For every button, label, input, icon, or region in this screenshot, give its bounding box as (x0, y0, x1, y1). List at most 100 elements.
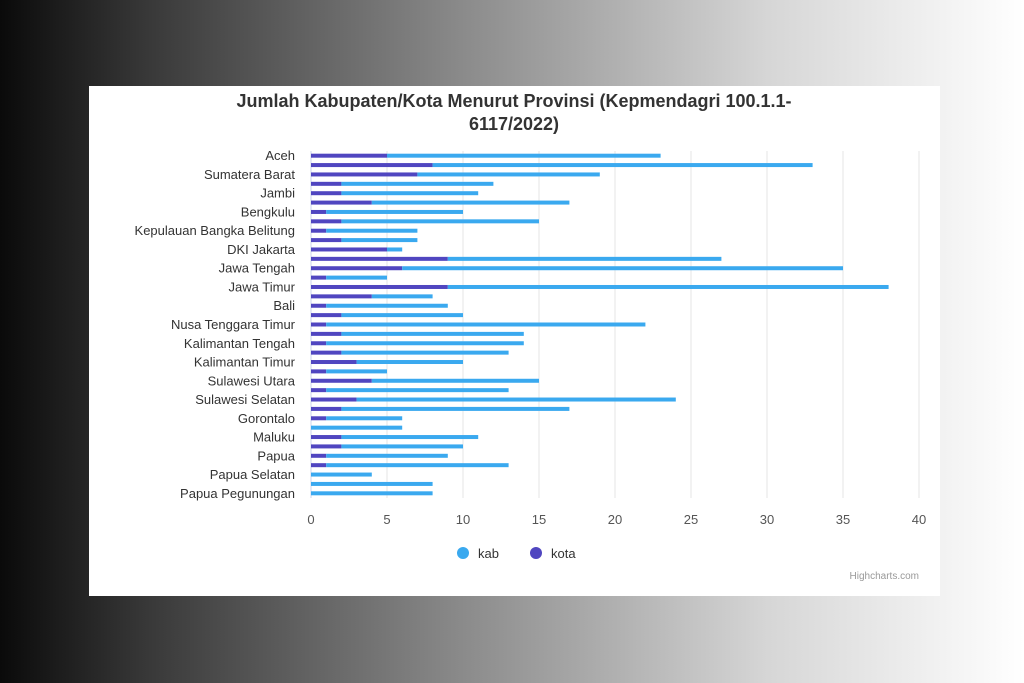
category-label: Jawa Tengah (219, 261, 295, 276)
bar-kota-33[interactable] (311, 463, 327, 468)
bar-kab-28[interactable] (326, 416, 403, 421)
bar-kota-9[interactable] (311, 238, 342, 243)
bar-kota-31[interactable] (311, 444, 342, 449)
bar-kab-12[interactable] (402, 266, 843, 271)
bar-kota-24[interactable] (311, 378, 372, 383)
category-label: DKI Jakarta (227, 242, 296, 257)
category-label: Sulawesi Selatan (195, 392, 295, 407)
x-tick-label-0: 0 (307, 512, 314, 527)
bar-kota-15[interactable] (311, 294, 372, 299)
bar-kab-15[interactable] (371, 294, 433, 299)
category-label: Jawa Timur (229, 279, 296, 294)
bar-kota-10[interactable] (311, 247, 387, 252)
bar-kota-26[interactable] (311, 397, 357, 402)
bar-kab-33[interactable] (326, 463, 509, 468)
category-label: Jambi (260, 186, 295, 201)
category-label: Gorontalo (238, 411, 295, 426)
credits-link[interactable]: Highcharts.com (850, 571, 919, 582)
bar-kota-30[interactable] (311, 435, 342, 440)
bar-kab-3[interactable] (341, 181, 494, 186)
bar-kab-19[interactable] (341, 331, 524, 336)
category-label: Maluku (253, 430, 295, 445)
legend-item-kab[interactable]: kab (457, 546, 499, 561)
chart-svg: Jumlah Kabupaten/Kota Menurut Provinsi (… (135, 91, 927, 582)
bar-kota-21[interactable] (311, 350, 342, 355)
bar-kab-5[interactable] (371, 200, 570, 205)
bar-kab-17[interactable] (341, 313, 463, 318)
bar-kab-29[interactable] (311, 425, 403, 430)
bar-kab-13[interactable] (326, 275, 387, 280)
bar-kab-21[interactable] (341, 350, 509, 355)
chart-title-line-1: Jumlah Kabupaten/Kota Menurut Provinsi (… (236, 91, 791, 111)
legend-kab-label: kab (478, 546, 499, 561)
bar-kab-24[interactable] (371, 378, 539, 383)
bar-kab-8[interactable] (326, 228, 418, 233)
bar-kota-22[interactable] (311, 360, 357, 365)
bar-kota-3[interactable] (311, 181, 342, 186)
bar-kab-2[interactable] (417, 172, 600, 177)
bar-kab-1[interactable] (432, 163, 813, 168)
category-label: Papua Selatan (210, 467, 295, 482)
bar-kota-18[interactable] (311, 322, 327, 327)
x-tick-label-35: 35 (836, 512, 850, 527)
bar-kota-19[interactable] (311, 331, 342, 336)
bar-kota-11[interactable] (311, 256, 448, 261)
legend[interactable]: kab kota (457, 546, 576, 561)
bar-kota-20[interactable] (311, 341, 327, 346)
bar-kota-14[interactable] (311, 284, 448, 289)
bar-kab-35[interactable] (311, 481, 433, 486)
bar-kab-26[interactable] (356, 397, 676, 402)
bar-kab-9[interactable] (341, 238, 418, 243)
bar-kab-18[interactable] (326, 322, 646, 327)
bar-kota-7[interactable] (311, 219, 342, 224)
bar-kab-25[interactable] (326, 388, 509, 393)
bar-kota-32[interactable] (311, 453, 327, 458)
bar-kab-23[interactable] (326, 369, 387, 374)
bar-kota-1[interactable] (311, 163, 433, 168)
bar-kab-7[interactable] (341, 219, 539, 224)
x-axis-tick-labels: 0 5 10 15 20 25 30 35 40 (307, 512, 926, 527)
bar-kota-0[interactable] (311, 153, 387, 158)
bar-kab-27[interactable] (341, 406, 570, 411)
bar-kab-34[interactable] (311, 472, 372, 477)
bar-kab-30[interactable] (341, 435, 479, 440)
bar-kota-17[interactable] (311, 313, 342, 318)
bar-kab-10[interactable] (387, 247, 403, 252)
bar-kota-5[interactable] (311, 200, 372, 205)
bar-kota-27[interactable] (311, 406, 342, 411)
x-tick-label-30: 30 (760, 512, 774, 527)
bar-kota-12[interactable] (311, 266, 403, 271)
bar-kota-25[interactable] (311, 388, 327, 393)
bar-kota-23[interactable] (311, 369, 327, 374)
category-label: Bali (273, 298, 295, 313)
x-tick-label-20: 20 (608, 512, 622, 527)
bar-kab-16[interactable] (326, 303, 448, 308)
bar-kab-31[interactable] (341, 444, 463, 449)
bar-kota-16[interactable] (311, 303, 327, 308)
x-tick-label-5: 5 (383, 512, 390, 527)
x-tick-label-15: 15 (532, 512, 546, 527)
legend-kota-marker (530, 547, 542, 559)
bar-kota-8[interactable] (311, 228, 327, 233)
bar-kab-6[interactable] (326, 209, 463, 214)
bar-kab-36[interactable] (311, 491, 433, 496)
bar-kota-28[interactable] (311, 416, 327, 421)
bar-kab-22[interactable] (356, 360, 463, 365)
x-tick-label-40: 40 (912, 512, 926, 527)
category-label: Papua Pegunungan (180, 486, 295, 501)
bar-kab-0[interactable] (387, 153, 661, 158)
category-label: Bengkulu (241, 204, 295, 219)
legend-kota-label: kota (551, 546, 576, 561)
bar-kab-11[interactable] (447, 256, 722, 261)
bar-kota-13[interactable] (311, 275, 327, 280)
bar-kab-32[interactable] (326, 453, 448, 458)
category-label: Kalimantan Tengah (184, 336, 295, 351)
legend-item-kota[interactable]: kota (530, 546, 576, 561)
bar-kab-20[interactable] (326, 341, 524, 346)
bar-kab-4[interactable] (341, 191, 479, 196)
bar-kota-4[interactable] (311, 191, 342, 196)
bar-kab-14[interactable] (447, 284, 889, 289)
category-label: Papua (257, 448, 295, 463)
bar-kota-6[interactable] (311, 209, 327, 214)
bar-kota-2[interactable] (311, 172, 418, 177)
